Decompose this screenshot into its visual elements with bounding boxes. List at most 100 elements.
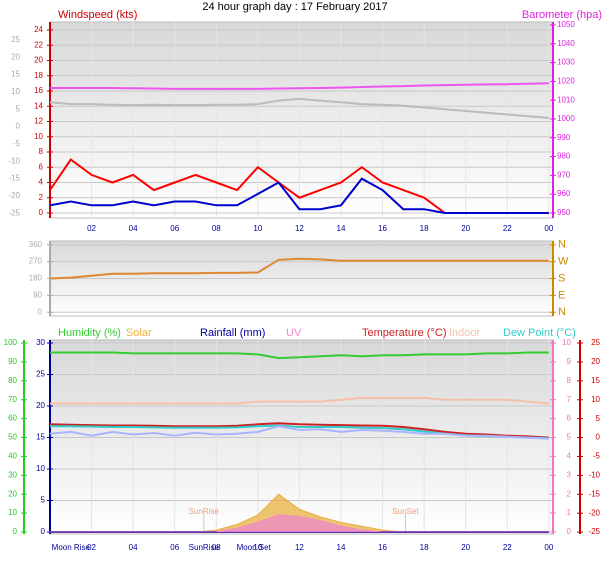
y2-tick-label: 6 <box>567 414 572 423</box>
y4-tick-label: 5 <box>596 414 601 423</box>
y2-tick-label: 960 <box>557 189 571 198</box>
y-tick-label: 180 <box>29 274 43 283</box>
y3-tick-label: 0 <box>16 122 21 131</box>
y3-tick-label: 15 <box>36 433 45 442</box>
y2-tick-label: 2 <box>567 489 572 498</box>
x-tick-label: 12 <box>295 224 304 233</box>
y3-tick-label: 25 <box>11 35 20 44</box>
series-line <box>49 97 549 119</box>
x-tick-label: 08 <box>212 224 221 233</box>
y-tick-label: 360 <box>29 240 43 249</box>
y-tick-label: 10 <box>8 508 17 517</box>
y2-tick-label: 9 <box>567 357 572 366</box>
y-tick-label: 18 <box>34 71 43 80</box>
x-tick-label: 00 <box>544 543 553 552</box>
x-tick-label: 06 <box>170 543 179 552</box>
y-tick-label: 0 <box>39 208 44 217</box>
x-tick-label: 04 <box>129 224 138 233</box>
y-tick-label: 20 <box>8 489 17 498</box>
y-tick-label: 30 <box>8 470 17 479</box>
x-tick-label: 00 <box>544 224 553 233</box>
y4-tick-label: -20 <box>588 508 600 517</box>
y2-tick-label: 4 <box>567 451 572 460</box>
x-tick-label: 08 <box>212 543 221 552</box>
y2-axis-label: Barometer (hpa) <box>522 9 602 21</box>
y-tick-label: 8 <box>39 147 44 156</box>
series-line <box>50 396 549 405</box>
y-tick-label: 80 <box>8 376 17 385</box>
y4-tick-label: 0 <box>596 433 601 442</box>
x-tick-label: 06 <box>170 224 179 233</box>
legend-entry: Indoor <box>449 327 481 339</box>
y4-tick-label: 15 <box>591 376 600 385</box>
y-tick-label: 0 <box>13 527 18 536</box>
y-tick-label: 40 <box>8 452 17 461</box>
y2-tick-label: N <box>558 239 566 251</box>
series-line <box>49 177 549 214</box>
legend-entry: Rainfall (mm) <box>200 327 265 339</box>
y3-tick-label: 20 <box>36 401 45 410</box>
marker-label: SunRise <box>189 543 220 552</box>
legend-entry: Solar <box>126 327 152 339</box>
series-line <box>49 257 549 280</box>
y3-tick-label: 0 <box>41 527 46 536</box>
y2-tick-label: 1040 <box>557 39 575 48</box>
y2-tick-label: 1030 <box>557 58 575 67</box>
y4-tick-label: -25 <box>588 527 600 536</box>
plot-background <box>49 21 554 219</box>
x-tick-label: 10 <box>253 543 262 552</box>
y-tick-label: 10 <box>34 132 43 141</box>
area <box>49 514 550 533</box>
y2-tick-label: 7 <box>567 395 572 404</box>
x-tick-label: 02 <box>87 224 96 233</box>
x-tick-label: 20 <box>461 224 470 233</box>
y2-tick-label: 1000 <box>557 114 575 123</box>
x-tick-label: 18 <box>420 543 429 552</box>
y4-tick-label: 10 <box>591 395 600 404</box>
series-line <box>49 422 549 439</box>
series-line <box>50 82 549 90</box>
x-tick-label: 10 <box>253 224 262 233</box>
plot-background <box>49 339 554 535</box>
y2-tick-label: 3 <box>567 470 572 479</box>
y3-tick-label: -10 <box>8 156 20 165</box>
y-tick-label: 4 <box>39 178 44 187</box>
x-tick-label: 14 <box>337 224 346 233</box>
y-tick-label: 16 <box>34 86 43 95</box>
chart-title: 24 hour graph day : 17 February 2017 <box>202 1 387 13</box>
y3-tick-label: -15 <box>8 174 20 183</box>
y-tick-label: 90 <box>33 290 42 299</box>
x-tick-label: 20 <box>461 543 470 552</box>
y2-tick-label: 1020 <box>557 76 575 85</box>
y-tick-label: 90 <box>8 357 17 366</box>
y4-tick-label: -5 <box>593 452 601 461</box>
y-tick-label: 22 <box>34 40 43 49</box>
y2-tick-label: N <box>558 306 566 318</box>
y4-tick-label: 25 <box>591 338 600 347</box>
y2-tick-label: 5 <box>567 433 572 442</box>
series-line <box>49 425 549 440</box>
y2-tick-label: 0 <box>567 527 572 536</box>
y3-tick-label: 20 <box>11 52 20 61</box>
series-line <box>50 351 549 360</box>
x-tick-label: 22 <box>503 543 512 552</box>
x-tick-label: 16 <box>378 224 387 233</box>
y3-tick-label: -5 <box>13 139 21 148</box>
y3-tick-label: -20 <box>8 191 20 200</box>
y2-tick-label: 1050 <box>557 20 575 29</box>
x-tick-label: 22 <box>503 224 512 233</box>
y2-tick-label: 970 <box>557 170 571 179</box>
y2-tick-label: W <box>558 256 569 268</box>
y2-tick-label: 10 <box>562 338 571 347</box>
y-tick-label: 60 <box>8 414 17 423</box>
y2-tick-label: 8 <box>567 376 572 385</box>
y3-tick-label: 5 <box>16 104 21 113</box>
annotation: SunSet <box>392 507 419 516</box>
x-tick-label: 12 <box>295 543 304 552</box>
y2-tick-label: 980 <box>557 152 571 161</box>
legend-entry: UV <box>286 327 302 339</box>
y3-tick-label: 30 <box>36 338 45 347</box>
y2-tick-label: 990 <box>557 133 571 142</box>
y2-tick-label: 1 <box>567 508 572 517</box>
